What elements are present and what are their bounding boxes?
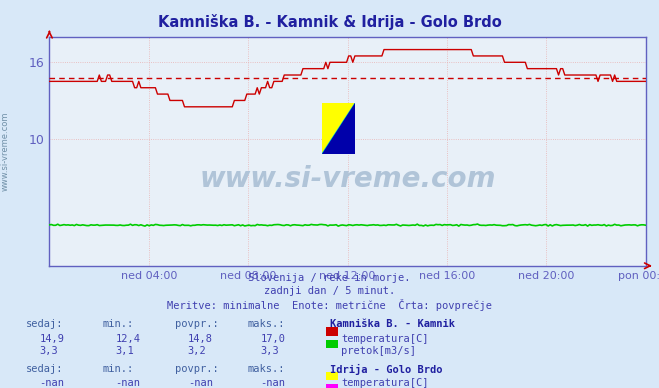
Text: maks.:: maks.: (247, 319, 285, 329)
Text: Meritve: minimalne  Enote: metrične  Črta: povprečje: Meritve: minimalne Enote: metrične Črta:… (167, 299, 492, 311)
Text: 17,0: 17,0 (260, 334, 285, 344)
Text: www.si-vreme.com: www.si-vreme.com (200, 165, 496, 193)
Text: 14,9: 14,9 (40, 334, 65, 344)
Text: sedaj:: sedaj: (26, 319, 64, 329)
Text: Idrija - Golo Brdo: Idrija - Golo Brdo (330, 364, 442, 374)
Text: temperatura[C]: temperatura[C] (341, 334, 429, 344)
Polygon shape (322, 103, 355, 154)
Polygon shape (322, 103, 355, 154)
Text: 3,1: 3,1 (115, 346, 134, 356)
Text: 12,4: 12,4 (115, 334, 140, 344)
Text: temperatura[C]: temperatura[C] (341, 378, 429, 388)
Text: maks.:: maks.: (247, 364, 285, 374)
Text: -nan: -nan (188, 378, 213, 388)
Text: Slovenija / reke in morje.: Slovenija / reke in morje. (248, 273, 411, 283)
Text: -nan: -nan (115, 378, 140, 388)
Text: Kamniška B. - Kamnik & Idrija - Golo Brdo: Kamniška B. - Kamnik & Idrija - Golo Brd… (158, 14, 501, 29)
Text: 14,8: 14,8 (188, 334, 213, 344)
Polygon shape (322, 103, 355, 154)
Text: -nan: -nan (260, 378, 285, 388)
Text: www.si-vreme.com: www.si-vreme.com (1, 112, 10, 191)
Text: 3,3: 3,3 (260, 346, 279, 356)
Text: 3,2: 3,2 (188, 346, 206, 356)
Polygon shape (322, 103, 355, 154)
Text: povpr.:: povpr.: (175, 319, 218, 329)
Text: -nan: -nan (40, 378, 65, 388)
Polygon shape (322, 103, 355, 154)
Text: min.:: min.: (102, 319, 133, 329)
Text: sedaj:: sedaj: (26, 364, 64, 374)
Polygon shape (339, 128, 355, 154)
Text: min.:: min.: (102, 364, 133, 374)
Text: povpr.:: povpr.: (175, 364, 218, 374)
Text: Kamniška B. - Kamnik: Kamniška B. - Kamnik (330, 319, 455, 329)
Text: zadnji dan / 5 minut.: zadnji dan / 5 minut. (264, 286, 395, 296)
Text: 3,3: 3,3 (40, 346, 58, 356)
Text: pretok[m3/s]: pretok[m3/s] (341, 346, 416, 356)
